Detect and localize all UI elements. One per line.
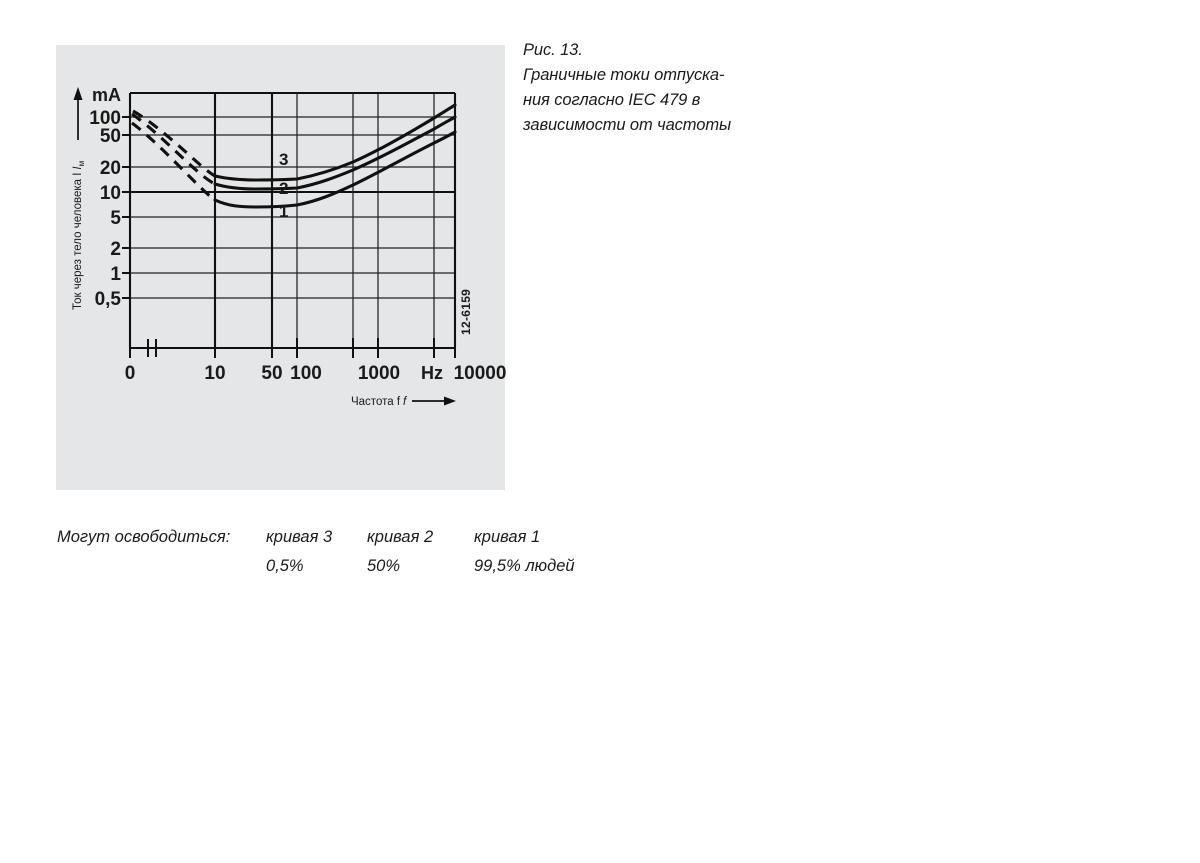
x-axis-title-text: Частота f <box>351 396 401 408</box>
y-tick-label: 50 <box>100 126 121 147</box>
plot-frame <box>128 91 457 348</box>
horizontal-gridlines <box>130 116 455 299</box>
x-axis-unit-label: Hz <box>421 363 443 383</box>
curve-label-1: 1 <box>279 202 288 221</box>
x-tick-label: 10000 <box>454 363 507 384</box>
y-tick-label: 10 <box>100 183 121 204</box>
figure-code-label: 12-6159 <box>459 289 473 335</box>
note-value-row: 0,5% 50% 99,5% людей <box>57 557 634 586</box>
curve-2 <box>131 112 457 191</box>
note-header-curve-2: кривая 2 <box>367 528 434 546</box>
caption-line: Рис. 13. <box>523 41 583 59</box>
note-header-curve-1: кривая 1 <box>474 528 541 546</box>
y-tick-labels: 100 50 20 10 5 2 1 0,5 <box>89 108 121 310</box>
x-tick-label: 1000 <box>358 363 400 384</box>
note-value-curve-2: 50% <box>367 557 401 575</box>
x-tick-label: 10 <box>204 363 225 384</box>
x-tick-label: 100 <box>290 363 322 384</box>
x-tick-label: 0 <box>125 363 136 384</box>
vertical-gridlines <box>213 93 435 348</box>
note-value-curve-3: 0,5% <box>266 557 304 575</box>
y-tick-marks <box>122 116 130 299</box>
note-lead-label: Могут освободиться: <box>57 528 231 546</box>
y-axis-arrow <box>73 87 83 140</box>
x-axis <box>129 338 456 358</box>
note-header-row: Могут освободиться: кривая 3 кривая 2 кр… <box>57 528 634 557</box>
note-value-curve-1: 99,5% людей <box>474 557 575 575</box>
caption-line: зависимости от частоты <box>523 116 732 134</box>
frequency-current-chart: Ток через тело человека IIм mA 100 50 20… <box>72 85 507 408</box>
note-header-curve-3: кривая 3 <box>266 528 333 546</box>
curve-1 <box>131 121 457 209</box>
y-tick-label: 0,5 <box>95 289 122 310</box>
y-tick-label: 5 <box>110 208 121 229</box>
caption-line: ния согласно IEC 479 в <box>523 91 701 109</box>
y-tick-label: 1 <box>110 264 121 285</box>
svg-text:Частота ff: Частота ff <box>351 396 408 408</box>
x-tick-labels: 0 10 50 100 1000 Hz 10000 <box>125 363 507 384</box>
y-axis-unit-label: mA <box>92 85 121 105</box>
y-axis-title: Ток через тело человека IIм <box>72 161 86 310</box>
x-tick-label: 50 <box>261 363 282 384</box>
figure-caption: Рис. 13. Граничные токи отпуска- ния сог… <box>523 38 823 138</box>
curve-3 <box>132 103 457 182</box>
svg-text:Ток через тело человека IIм: Ток через тело человека IIм <box>72 161 86 310</box>
caption-line: Граничные токи отпуска- <box>523 66 725 84</box>
y-tick-label: 100 <box>89 108 121 129</box>
y-axis-title-text: Ток через тело человека I <box>72 173 84 310</box>
curve-label-2: 2 <box>279 179 288 198</box>
y-tick-label: 20 <box>100 158 121 179</box>
curve-label-3: 3 <box>279 150 288 169</box>
y-tick-label: 2 <box>110 239 121 260</box>
axis-break-marker <box>147 339 157 357</box>
y-axis-title-subscript: м <box>77 161 86 167</box>
release-note-table: Могут освободиться: кривая 3 кривая 2 кр… <box>57 528 634 586</box>
figure-panel: Ток через тело человека IIм mA 100 50 20… <box>56 45 507 490</box>
